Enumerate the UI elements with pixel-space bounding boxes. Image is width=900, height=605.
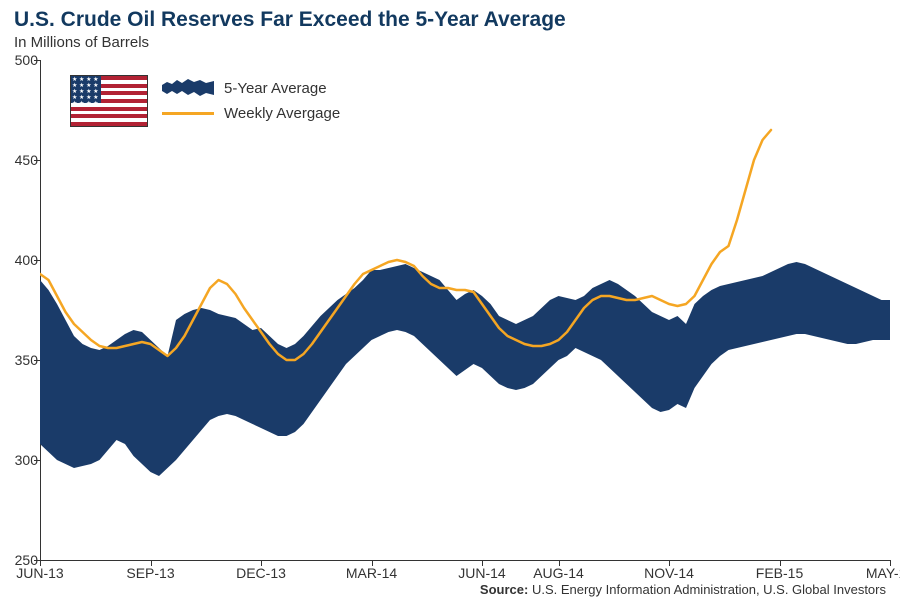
x-tick-mark (372, 560, 373, 566)
chart-title: U.S. Crude Oil Reserves Far Exceed the 5… (14, 8, 566, 32)
x-tick-label: MAR-14 (346, 565, 397, 581)
x-tick-mark (482, 560, 483, 566)
plot-area (40, 60, 890, 560)
y-tick-label: 400 (4, 252, 38, 268)
x-tick-label: DEC-13 (236, 565, 286, 581)
x-tick-label: AUG-14 (533, 565, 584, 581)
x-tick-mark (261, 560, 262, 566)
y-tick-label: 500 (4, 52, 38, 68)
legend-line-label: Weekly Avergage (224, 105, 340, 122)
x-axis-line (40, 560, 890, 561)
x-tick-mark (669, 560, 670, 566)
us-flag-icon: ★ ★ ★ ★ ★ ★ ★ ★ ★ ★ ★ ★ ★ ★ ★ ★ ★ ★ ★ ★ … (70, 75, 148, 127)
x-tick-label: MAY-15 (866, 565, 900, 581)
y-tick-label: 350 (4, 352, 38, 368)
chart-subtitle: In Millions of Barrels (14, 34, 149, 51)
x-tick-label: SEP-13 (126, 565, 174, 581)
y-tick-label: 300 (4, 452, 38, 468)
legend-row-line: Weekly Avergage (162, 105, 340, 122)
source-label: Source: (480, 582, 528, 597)
source-attribution: Source: U.S. Energy Information Administ… (480, 582, 886, 597)
x-tick-mark (40, 560, 41, 566)
y-tick-label: 450 (4, 152, 38, 168)
legend-row-band: 5-Year Average (162, 77, 340, 99)
source-text: U.S. Energy Information Administration, … (532, 582, 886, 597)
legend-band-label: 5-Year Average (224, 80, 327, 97)
x-tick-mark (151, 560, 152, 566)
legend: ★ ★ ★ ★ ★ ★ ★ ★ ★ ★ ★ ★ ★ ★ ★ ★ ★ ★ ★ ★ … (70, 75, 340, 127)
x-tick-mark (780, 560, 781, 566)
chart-container: U.S. Crude Oil Reserves Far Exceed the 5… (0, 0, 900, 605)
legend-line-swatch-icon (162, 112, 214, 115)
x-tick-label: FEB-15 (756, 565, 803, 581)
x-tick-label: NOV-14 (644, 565, 694, 581)
legend-band-swatch-icon (162, 77, 214, 99)
x-tick-mark (890, 560, 891, 566)
x-tick-label: JUN-13 (16, 565, 63, 581)
x-tick-label: JUN-14 (458, 565, 505, 581)
x-tick-mark (559, 560, 560, 566)
legend-items: 5-Year Average Weekly Avergage (162, 75, 340, 122)
five-year-band (40, 262, 890, 476)
